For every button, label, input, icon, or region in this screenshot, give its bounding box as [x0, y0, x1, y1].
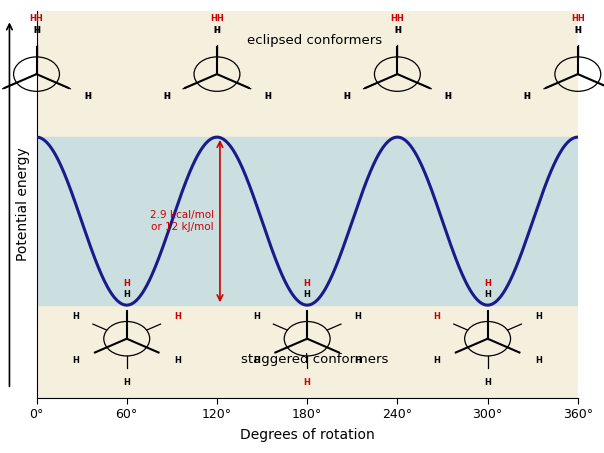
Text: HH: HH	[571, 14, 585, 24]
Text: H: H	[123, 279, 130, 288]
Text: H: H	[535, 356, 542, 365]
Text: H: H	[304, 378, 310, 387]
Text: H: H	[524, 92, 530, 101]
Text: H: H	[484, 378, 491, 387]
Text: staggered conformers: staggered conformers	[241, 353, 388, 366]
Text: H: H	[355, 356, 361, 365]
Text: H: H	[484, 279, 491, 288]
Text: HH: HH	[210, 14, 224, 24]
Bar	[36, 137, 578, 305]
Text: H: H	[84, 92, 91, 101]
Text: H: H	[304, 290, 310, 299]
Text: H: H	[434, 312, 440, 321]
Text: H: H	[33, 26, 40, 35]
Text: H: H	[484, 290, 491, 299]
Text: H: H	[174, 356, 181, 365]
Text: H: H	[574, 26, 581, 35]
Text: H: H	[123, 378, 130, 387]
Text: H: H	[574, 26, 581, 35]
Text: HH: HH	[391, 14, 404, 24]
Text: H: H	[72, 356, 80, 365]
Text: H: H	[343, 92, 350, 101]
Text: H: H	[163, 92, 170, 101]
Text: H: H	[264, 92, 271, 101]
Text: H: H	[123, 290, 130, 299]
Text: H: H	[304, 279, 310, 288]
Text: H: H	[524, 92, 530, 101]
Text: H: H	[253, 312, 260, 321]
X-axis label: Degrees of rotation: Degrees of rotation	[240, 428, 374, 442]
Text: H: H	[445, 92, 452, 101]
Text: H: H	[535, 312, 542, 321]
Text: H: H	[394, 26, 401, 35]
Text: H: H	[264, 92, 271, 101]
Text: H: H	[214, 26, 220, 35]
Text: H: H	[394, 26, 401, 35]
Text: H: H	[343, 92, 350, 101]
Text: H: H	[72, 312, 80, 321]
Text: H: H	[84, 92, 91, 101]
Text: eclipsed conformers: eclipsed conformers	[247, 34, 382, 47]
Text: H: H	[163, 92, 170, 101]
Text: H: H	[355, 312, 361, 321]
Text: 2.9 kcal/mol
or 12 kJ/mol: 2.9 kcal/mol or 12 kJ/mol	[150, 210, 214, 232]
Text: H: H	[214, 26, 220, 35]
Y-axis label: Potential energy: Potential energy	[16, 147, 30, 261]
Text: HH: HH	[30, 14, 43, 24]
Text: H: H	[253, 356, 260, 365]
Text: H: H	[174, 312, 181, 321]
Text: H: H	[434, 356, 440, 365]
Text: H: H	[445, 92, 452, 101]
Text: H: H	[33, 26, 40, 35]
